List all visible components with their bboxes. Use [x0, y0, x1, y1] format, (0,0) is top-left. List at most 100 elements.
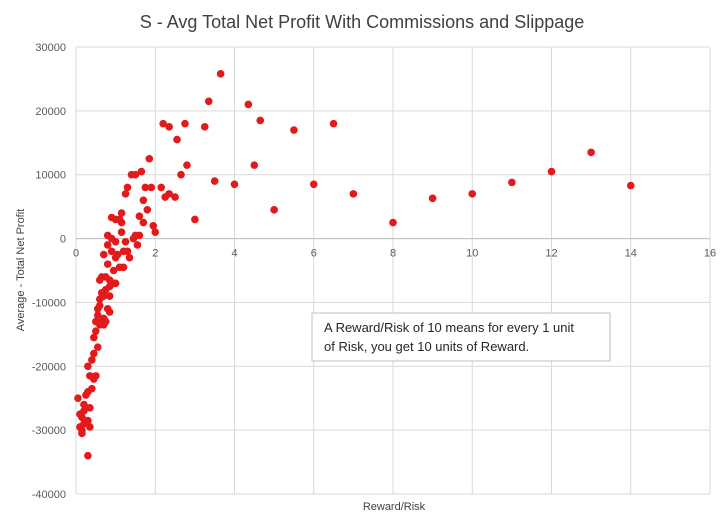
data-point	[95, 301, 104, 310]
data-point	[216, 70, 225, 78]
data-point	[508, 178, 516, 187]
data-point	[121, 190, 130, 198]
data-point	[290, 126, 298, 134]
y-tick-label: -20000	[32, 361, 66, 373]
data-point	[123, 247, 132, 256]
data-point	[131, 170, 140, 179]
data-point	[92, 372, 100, 380]
data-point	[204, 97, 213, 106]
data-point	[244, 100, 253, 109]
data-point	[113, 250, 122, 259]
data-point	[165, 190, 173, 198]
data-point	[547, 167, 556, 176]
data-point	[149, 222, 158, 230]
x-tick-label: 0	[73, 248, 79, 260]
data-point	[93, 343, 102, 351]
data-point	[119, 263, 128, 272]
data-point	[111, 237, 120, 246]
data-point	[309, 180, 318, 189]
data-point	[137, 167, 146, 176]
data-point	[349, 190, 358, 198]
data-point	[587, 148, 595, 157]
data-point	[191, 215, 199, 224]
x-tick-label: 10	[466, 248, 478, 260]
data-point	[109, 266, 118, 275]
data-point	[86, 423, 94, 431]
data-point	[139, 196, 148, 205]
annotation-line-2: of Risk, you get 10 units of Reward.	[324, 339, 529, 354]
data-point	[84, 362, 92, 371]
data-point	[468, 190, 477, 198]
data-point	[256, 116, 265, 125]
data-point	[99, 292, 108, 300]
x-tick-label: 8	[390, 248, 396, 260]
data-point	[165, 123, 173, 131]
x-tick-label: 4	[231, 248, 237, 260]
annotation-border	[311, 312, 611, 362]
data-point	[141, 183, 150, 192]
data-point	[125, 253, 134, 262]
y-tick-label: 10000	[35, 170, 66, 182]
y-tick-label: 30000	[35, 42, 66, 54]
data-point	[210, 177, 219, 185]
data-point	[117, 218, 126, 227]
data-point	[117, 228, 126, 236]
y-tick-label: 20000	[35, 106, 66, 118]
y-axis-title: Average - Total Net Profit	[15, 209, 27, 332]
gridlines	[75, 46, 711, 495]
data-point	[90, 349, 98, 358]
data-point	[626, 181, 635, 190]
data-point	[135, 231, 144, 240]
data-point	[173, 135, 181, 144]
data-point	[171, 193, 179, 201]
data-point	[270, 206, 278, 214]
data-point	[103, 260, 112, 268]
data-point	[133, 241, 142, 249]
data-point	[93, 311, 102, 320]
data-point	[181, 119, 189, 128]
x-tick-label: 16	[704, 248, 716, 260]
data-point	[105, 308, 114, 316]
chart-title: S - Avg Total Net Profit With Commission…	[140, 12, 585, 32]
data-point	[88, 384, 96, 393]
annotation-box: A Reward/Risk of 10 means for every 1 un…	[311, 312, 611, 362]
data-point	[107, 247, 116, 256]
x-tick-label: 12	[545, 248, 557, 260]
data-point	[90, 333, 98, 342]
data-point	[135, 212, 144, 221]
x-axis-ticks: 0 2 4 6 8 10 12 14 16	[73, 248, 716, 260]
data-point	[78, 429, 86, 438]
data-point	[101, 317, 110, 326]
x-axis-title: Reward/Risk	[363, 501, 426, 513]
y-tick-label: -30000	[32, 425, 66, 437]
data-point	[84, 451, 92, 460]
data-point	[103, 241, 112, 249]
data-point	[139, 218, 148, 227]
data-point	[121, 237, 130, 246]
data-point	[177, 170, 185, 179]
y-axis-ticks: -40000 -30000 -20000 -10000 0 10000 20000 30000	[32, 42, 66, 501]
data-point	[183, 161, 191, 169]
y-tick-label: -10000	[32, 297, 66, 309]
data-points	[74, 70, 635, 460]
data-point	[74, 394, 82, 403]
data-point	[99, 250, 108, 259]
data-point	[143, 206, 152, 214]
data-point	[145, 154, 154, 163]
data-point	[84, 416, 92, 425]
data-point	[123, 183, 132, 192]
data-point	[329, 119, 338, 128]
data-point	[92, 327, 100, 335]
data-point	[86, 403, 94, 412]
data-point	[151, 228, 160, 236]
data-point	[159, 119, 167, 128]
x-tick-label: 2	[152, 248, 158, 260]
y-tick-label: -40000	[32, 489, 66, 501]
data-point	[200, 123, 209, 131]
data-point	[78, 413, 86, 422]
annotation-line-1: A Reward/Risk of 10 means for every 1 un…	[324, 320, 574, 335]
data-point	[105, 292, 114, 300]
data-point	[147, 183, 156, 192]
